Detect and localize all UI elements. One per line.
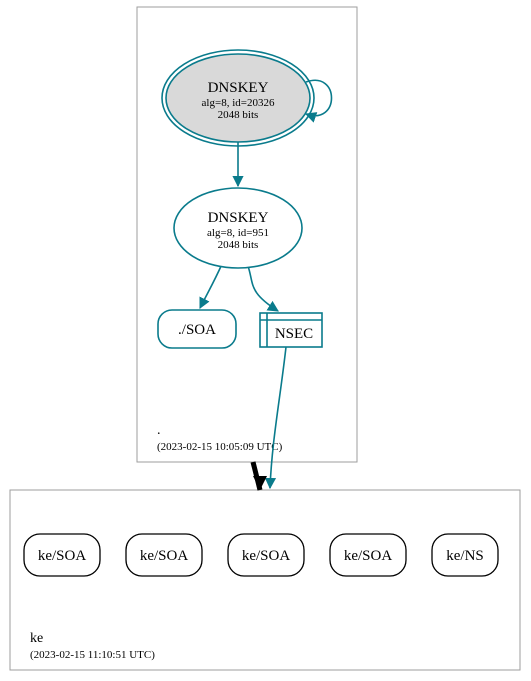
node-ke-1-label: ke/SOA <box>140 548 189 564</box>
edge-nsec-to-ke <box>270 347 286 488</box>
svg-text:alg=8, id=20326: alg=8, id=20326 <box>202 97 275 109</box>
svg-text:DNSKEY: DNSKEY <box>208 80 269 96</box>
edge-zsk-to-soa <box>200 264 222 308</box>
svg-text:DNSKEY: DNSKEY <box>208 210 269 226</box>
node-ke-4-label: ke/NS <box>446 548 484 564</box>
zone-root-timestamp: (2023-02-15 10:05:09 UTC) <box>157 441 283 453</box>
node-ke-3-label: ke/SOA <box>344 548 393 564</box>
node-ke-0-label: ke/SOA <box>38 548 87 564</box>
edge-root-to-ke-arrowhead <box>253 476 267 490</box>
node-ke-2-label: ke/SOA <box>242 548 291 564</box>
svg-text:2048 bits: 2048 bits <box>218 239 259 251</box>
zone-box <box>10 490 520 670</box>
zone-ke-timestamp: (2023-02-15 11:10:51 UTC) <box>30 649 155 661</box>
node-nsec-label: NSEC <box>275 326 313 342</box>
zone-ke-label: ke <box>30 631 43 646</box>
svg-text:alg=8, id=951: alg=8, id=951 <box>207 227 269 239</box>
edge-zsk-to-nsec <box>248 266 278 311</box>
svg-text:2048 bits: 2048 bits <box>218 109 259 121</box>
node-root-soa-label: ./SOA <box>178 322 216 338</box>
zone-root-label: . <box>157 423 161 438</box>
